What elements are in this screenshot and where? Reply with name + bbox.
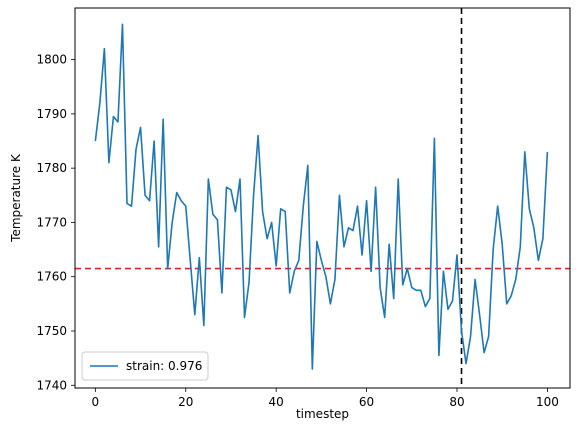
- legend-label: strain: 0.976: [126, 359, 202, 373]
- y-tick-label: 1740: [36, 378, 67, 392]
- x-tick-label: 100: [536, 395, 559, 409]
- x-axis-ticks: 0 20 40 60 80 100: [92, 388, 559, 409]
- legend-box: [81, 351, 209, 381]
- y-axis-label: Temperature K: [9, 153, 23, 243]
- x-tick-label: 0: [92, 395, 100, 409]
- legend: strain: 0.976: [81, 351, 209, 381]
- x-tick-label: 80: [449, 395, 464, 409]
- y-tick-label: 1770: [36, 215, 67, 229]
- y-tick-label: 1760: [36, 270, 67, 284]
- series-layer: [94, 23, 549, 370]
- reference-lines: [75, 8, 570, 388]
- y-tick-label: 1780: [36, 161, 67, 175]
- y-tick-label: 1800: [36, 53, 67, 67]
- x-tick-label: 20: [178, 395, 193, 409]
- x-tick-label: 40: [269, 395, 284, 409]
- x-tick-label: 60: [359, 395, 374, 409]
- series-line-0: [94, 23, 549, 370]
- y-tick-label: 1750: [36, 324, 67, 338]
- x-axis-label: timestep: [296, 407, 349, 421]
- y-tick-label: 1790: [36, 107, 67, 121]
- y-axis-ticks: 1740 1750 1760 1770 1780 1790 1800: [36, 53, 75, 392]
- axes-frame: [74, 7, 571, 389]
